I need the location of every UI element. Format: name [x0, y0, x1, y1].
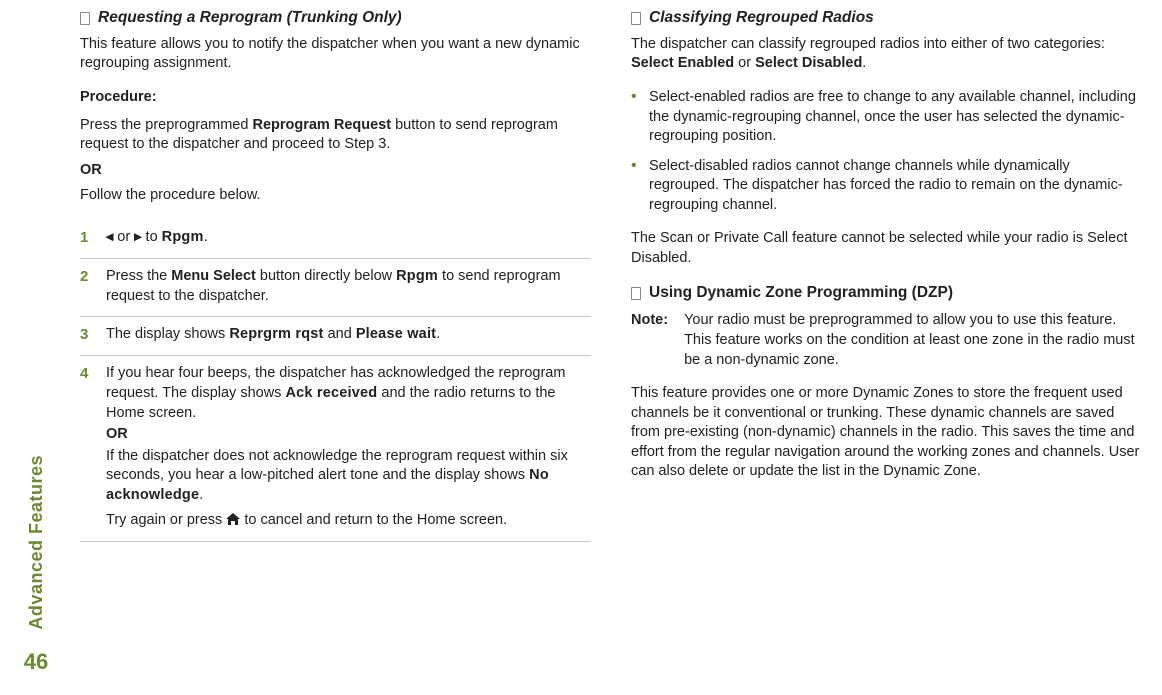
- bullet-list: • Select-enabled radios are free to chan…: [631, 88, 1142, 215]
- page-number: 46: [24, 647, 48, 677]
- step-body: If you hear four beeps, the dispatcher h…: [106, 364, 591, 531]
- sidebar: Advanced Features 46: [12, 0, 60, 695]
- list-item: • Select-disabled radios cannot change c…: [631, 157, 1142, 216]
- text: or: [113, 229, 134, 245]
- text: to cancel and return to the Home screen.: [240, 512, 507, 528]
- sidebar-section-title: Advanced Features: [24, 455, 48, 630]
- text: button directly below: [256, 268, 396, 284]
- note-block: Note: Your radio must be preprogrammed t…: [631, 311, 1142, 370]
- or-label: OR: [80, 161, 591, 181]
- step-number: 1: [80, 228, 94, 248]
- step-number: 3: [80, 325, 94, 345]
- text: The display shows: [106, 326, 229, 342]
- note-label: Note:: [631, 311, 668, 370]
- intro-paragraph: This feature allows you to notify the di…: [80, 35, 591, 74]
- section-heading: Classifying Regrouped Radios: [631, 8, 1142, 29]
- text: to: [142, 229, 162, 245]
- bullet-text: Select-enabled radios are free to change…: [649, 88, 1142, 147]
- step-row: 2 Press the Menu Select button directly …: [80, 259, 591, 317]
- bold-text: Reprogram Request: [252, 117, 391, 133]
- note-line: This feature works on the condition at l…: [684, 331, 1142, 370]
- text: .: [204, 229, 208, 245]
- doc-icon: [631, 12, 641, 25]
- step-tail: Try again or press to cancel and return …: [106, 511, 591, 531]
- step-body: ◂ or ▸ to Rpgm.: [106, 228, 591, 248]
- paragraph: The Scan or Private Call feature cannot …: [631, 229, 1142, 268]
- section-title: Requesting a Reprogram (Trunking Only): [98, 8, 402, 29]
- step-row: 4 If you hear four beeps, the dispatcher…: [80, 356, 591, 542]
- step-number: 4: [80, 364, 94, 531]
- procedure-label: Procedure:: [80, 88, 591, 108]
- menu-text: Ack received: [285, 385, 377, 401]
- text: Press the: [106, 268, 171, 284]
- right-column: Classifying Regrouped Radios The dispatc…: [631, 8, 1142, 685]
- note-body: Your radio must be preprogrammed to allo…: [684, 311, 1142, 370]
- doc-icon: [80, 12, 90, 25]
- paragraph: The dispatcher can classify regrouped ra…: [631, 35, 1142, 74]
- bold-text: Select Enabled: [631, 55, 734, 71]
- doc-icon: [631, 287, 641, 300]
- text: The dispatcher can classify regrouped ra…: [631, 36, 1105, 52]
- procedure-alt: Follow the procedure below.: [80, 186, 591, 206]
- bold-text: Select Disabled: [755, 55, 862, 71]
- section-title: Using Dynamic Zone Programming (DZP): [649, 283, 953, 304]
- section-heading: Using Dynamic Zone Programming (DZP): [631, 283, 1142, 304]
- section-heading: Requesting a Reprogram (Trunking Only): [80, 8, 591, 29]
- text: If the dispatcher does not acknowledge t…: [106, 448, 568, 484]
- bold-text: Menu Select: [171, 268, 256, 284]
- menu-text: Rpgm: [396, 268, 438, 284]
- text: .: [436, 326, 440, 342]
- left-column: Requesting a Reprogram (Trunking Only) T…: [80, 8, 591, 685]
- menu-text: Reprgrm rqst: [229, 326, 323, 342]
- text: Press the preprogrammed: [80, 117, 252, 133]
- bullet-icon: •: [631, 88, 639, 147]
- text: Try again or press: [106, 512, 226, 528]
- menu-text: Rpgm: [162, 229, 204, 245]
- menu-text: Please wait: [356, 326, 436, 342]
- step-row: 3 The display shows Reprgrm rqst and Ple…: [80, 317, 591, 356]
- paragraph: This feature provides one or more Dynami…: [631, 384, 1142, 482]
- bullet-text: Select-disabled radios cannot change cha…: [649, 157, 1142, 216]
- step-body: The display shows Reprgrm rqst and Pleas…: [106, 325, 591, 345]
- step-branch: If the dispatcher does not acknowledge t…: [106, 447, 591, 506]
- step-row: 1 ◂ or ▸ to Rpgm.: [80, 220, 591, 259]
- step-body: Press the Menu Select button directly be…: [106, 267, 591, 306]
- or-label: OR: [106, 425, 591, 445]
- text: .: [199, 487, 203, 503]
- step-number: 2: [80, 267, 94, 306]
- text: or: [734, 55, 755, 71]
- procedure-intro: Press the preprogrammed Reprogram Reques…: [80, 116, 591, 155]
- bullet-icon: •: [631, 157, 639, 216]
- home-icon: [226, 513, 240, 525]
- section-title: Classifying Regrouped Radios: [649, 8, 874, 29]
- right-arrow-icon: ▸: [134, 229, 141, 245]
- note-line: Your radio must be preprogrammed to allo…: [684, 311, 1142, 331]
- content-columns: Requesting a Reprogram (Trunking Only) T…: [80, 8, 1142, 685]
- text: .: [862, 55, 866, 71]
- text: and: [324, 326, 356, 342]
- list-item: • Select-enabled radios are free to chan…: [631, 88, 1142, 147]
